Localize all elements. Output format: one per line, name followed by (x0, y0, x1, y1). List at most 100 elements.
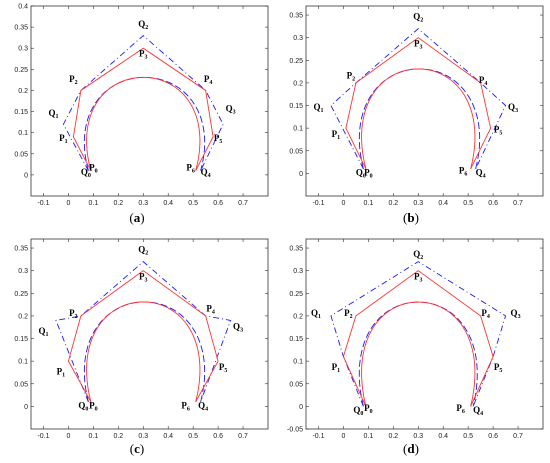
y-tick-label: 0.1 (18, 359, 28, 366)
x-tick-label: 0.5 (188, 200, 198, 207)
point-label-q0: Q0 (353, 405, 363, 417)
y-tick-label: 0.3 (293, 268, 303, 275)
y-tick-label: 0.25 (14, 291, 28, 298)
plot-frame (305, 5, 544, 197)
point-label-q3: Q3 (508, 102, 518, 114)
x-tick-label: 0.3 (138, 200, 148, 207)
x-tick-label: 0.7 (238, 200, 248, 207)
fitted-curve (86, 301, 201, 402)
point-label-p2: P2 (69, 74, 78, 86)
y-tick-label: 0 (24, 404, 28, 411)
point-label-q3: Q3 (511, 308, 521, 320)
point-label-q4: Q4 (473, 405, 483, 417)
panel-1: -0.1 0 0.1 0.2 0.3 0.4 0.5 0.6 0.7 0 0.05 0.1 0.15 0.… (14, 4, 269, 225)
y-tick-label: 0.05 (289, 381, 303, 388)
control-polygon (330, 28, 507, 170)
point-label-q0: Q0 (78, 401, 88, 413)
point-label-p4: P4 (481, 308, 490, 320)
point-label-q4: Q4 (198, 401, 208, 413)
point-label-q0: Q0 (356, 168, 366, 180)
point-label-p1: P1 (57, 367, 66, 379)
x-tick-label: 0.5 (463, 200, 473, 207)
point-label-p6: P6 (456, 403, 465, 415)
x-tick-label: 0.2 (113, 433, 123, 440)
point-label-p4: P4 (479, 75, 488, 87)
point-label-p2: P2 (69, 308, 78, 320)
plot-frame (30, 238, 269, 430)
point-label-p6: P6 (181, 401, 190, 413)
y-tick-label: 0.35 (289, 246, 303, 253)
point-label-q1: Q1 (313, 102, 323, 114)
y-tick-label: 0.15 (289, 103, 303, 110)
y-tick-label: 0.05 (14, 381, 28, 388)
x-tick-label: -0.1 (312, 200, 324, 207)
point-label-p5: P5 (219, 362, 228, 374)
x-tick-label: 0.6 (213, 433, 223, 440)
y-tick-label: 0.2 (18, 88, 28, 95)
point-label-p5: P5 (214, 133, 223, 145)
point-label-q2: Q2 (138, 19, 148, 31)
y-tick-label: 0.2 (293, 313, 303, 320)
fitted-curve (361, 301, 476, 407)
y-tick-label: 0.2 (293, 80, 303, 87)
panel-caption: (c) (130, 441, 144, 456)
y-tick-label: 0.1 (293, 359, 303, 366)
x-tick-label: -0.1 (37, 433, 49, 440)
y-tick-label: 0.15 (289, 336, 303, 343)
x-tick-label: 0.3 (138, 433, 148, 440)
point-label-q4: Q4 (201, 167, 211, 179)
point-label-p4: P4 (204, 74, 213, 86)
point-label-q1: Q1 (48, 108, 58, 120)
x-tick-label: 0.1 (364, 433, 374, 440)
y-tick-label: 0.4 (18, 4, 28, 11)
point-label-q3: Q3 (233, 321, 243, 333)
y-tick-label: 0.1 (18, 130, 28, 137)
x-tick-label: 0.5 (463, 433, 473, 440)
y-tick-label: 0.25 (289, 58, 303, 65)
x-tick-label: 0 (66, 200, 70, 207)
panel-3: -0.1 0 0.1 0.2 0.3 0.4 0.5 0.6 0.7 0 0.05 0.1 0.15 0.… (14, 238, 269, 456)
panel-2: -0.1 0 0.1 0.2 0.3 0.4 0.5 0.6 0.7 0 0.05 0.1 0.15 0.… (289, 5, 544, 225)
point-label-p4: P4 (206, 303, 215, 315)
y-tick-label: 0.3 (293, 35, 303, 42)
y-tick-label: 0.35 (14, 246, 28, 253)
x-tick-label: 0.6 (213, 200, 223, 207)
point-label-p3: P3 (139, 272, 148, 284)
x-tick-label: -0.1 (37, 200, 49, 207)
x-tick-label: 0.6 (488, 200, 498, 207)
y-tick-label: 0.35 (289, 13, 303, 20)
point-label-q2: Q2 (413, 12, 423, 24)
point-label-q1: Q1 (38, 326, 48, 338)
x-tick-label: 0.1 (364, 200, 374, 207)
y-tick-label: 0.35 (14, 25, 28, 32)
point-label-p1: P1 (332, 362, 341, 374)
point-label-q0: Q0 (81, 167, 91, 179)
point-label-p3: P3 (139, 49, 148, 61)
x-tick-label: 0 (66, 433, 70, 440)
x-tick-label: 0.5 (188, 433, 198, 440)
y-tick-label: 0.25 (289, 291, 303, 298)
y-tick-label: 0.15 (14, 336, 28, 343)
panel-4: -0.1 0 0.1 0.2 0.3 0.4 0.5 0.6 0.7 -0.05 0 0.05 0.1 0… (287, 238, 544, 456)
x-tick-label: 0.4 (163, 433, 173, 440)
y-tick-label: 0 (299, 404, 303, 411)
x-tick-label: 0 (341, 200, 345, 207)
point-label-q3: Q3 (226, 104, 236, 116)
y-tick-label: 0.3 (18, 268, 28, 275)
point-label-q4: Q4 (476, 168, 486, 180)
panel-caption: (b) (403, 210, 419, 225)
fitted-polygon (345, 37, 492, 170)
point-label-p3: P3 (414, 39, 423, 51)
x-tick-label: 0.7 (513, 433, 523, 440)
y-tick-label: -0.05 (287, 427, 303, 434)
y-tick-label: 0 (299, 171, 303, 178)
point-label-q2: Q2 (413, 249, 423, 261)
y-tick-label: 0.15 (14, 109, 28, 116)
point-label-p0: P0 (364, 168, 373, 180)
control-polygon (55, 261, 232, 403)
fitted-polygon (67, 270, 219, 403)
point-label-p5: P5 (494, 125, 503, 137)
x-tick-label: 0.7 (238, 433, 248, 440)
point-label-p0: P0 (89, 163, 98, 175)
